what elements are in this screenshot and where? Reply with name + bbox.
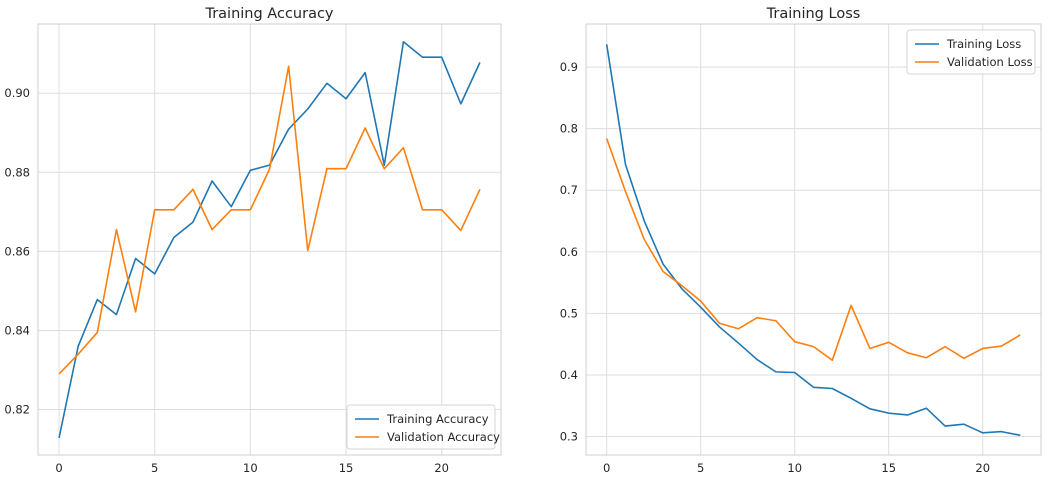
y-tick-label: 0.6 xyxy=(560,245,578,259)
plot-area xyxy=(585,23,1042,456)
x-tick-label: 5 xyxy=(697,461,704,475)
y-tick-label: 0.88 xyxy=(4,165,30,179)
x-tick-label: 15 xyxy=(339,461,354,475)
y-tick-label: 0.7 xyxy=(560,183,578,197)
y-tick-label: 0.3 xyxy=(560,430,578,444)
x-tick-label: 5 xyxy=(151,461,158,475)
chart-title: Training Accuracy xyxy=(204,6,333,22)
x-tick-label: 10 xyxy=(243,461,258,475)
legend: Training Accuracy Validation Accuracy xyxy=(346,404,500,450)
legend-box xyxy=(906,29,1036,75)
y-tick-label: 0.86 xyxy=(4,244,30,258)
series-line-training-loss xyxy=(605,44,1021,437)
legend-label: Validation Loss xyxy=(947,55,1033,69)
y-tick-label: 0.82 xyxy=(4,403,30,417)
y-tick-label: 0.5 xyxy=(560,306,578,320)
chart-1: 0 5 10 15 20 0.82 0.84 0.86 0.88 0.90 Training Acc… xyxy=(4,6,502,475)
legend-box xyxy=(346,404,496,450)
plot-area xyxy=(37,23,502,456)
x-tick-label: 20 xyxy=(975,461,990,475)
x-tick-label: 0 xyxy=(55,461,62,475)
series-line-validation-loss xyxy=(605,138,1021,361)
y-tick-label: 0.84 xyxy=(4,323,30,337)
x-tick-label: 15 xyxy=(881,461,896,475)
x-tick-label: 20 xyxy=(434,461,449,475)
legend: Training Loss Validation Loss xyxy=(906,29,1036,75)
series-line-training-accuracy xyxy=(58,40,481,439)
x-tick-label: 10 xyxy=(787,461,802,475)
y-tick-label: 0.8 xyxy=(560,122,578,136)
chart-2: 0 5 10 15 20 0.3 0.4 0.5 0.6 0.7 0.8 0.9 Training Lo… xyxy=(560,6,1042,475)
legend-label: Training Loss xyxy=(946,37,1021,51)
legend-label: Training Accuracy xyxy=(386,412,489,426)
y-tick-label: 0.90 xyxy=(4,86,30,100)
x-tick-label: 0 xyxy=(603,461,610,475)
y-tick-label: 0.9 xyxy=(560,60,578,74)
chart-title: Training Loss xyxy=(766,6,861,22)
series-line-validation-accuracy xyxy=(58,65,481,375)
legend-label: Validation Accuracy xyxy=(387,430,500,444)
y-tick-label: 0.4 xyxy=(560,368,578,382)
